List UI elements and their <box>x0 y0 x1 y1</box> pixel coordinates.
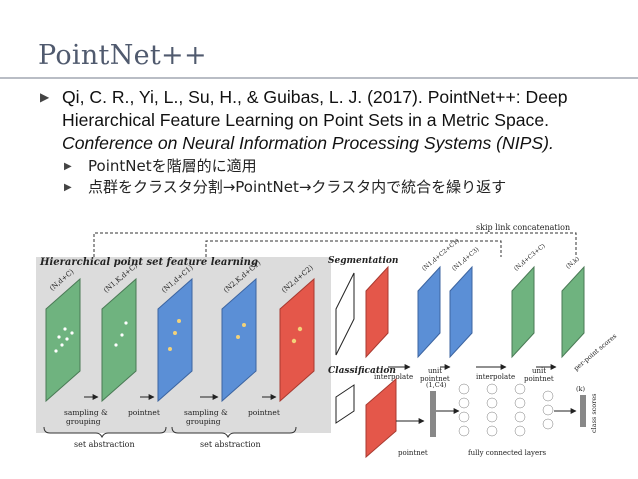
reference-line-3: Conference on Neural Information Process… <box>62 133 554 153</box>
reference-line-1: Qi, C. R., Yi, L., Su, H., & Guibas, L. … <box>62 87 568 107</box>
cls-feature-vector <box>430 391 436 437</box>
fc-network <box>458 383 554 437</box>
seg-panel-blue-2 <box>449 265 473 359</box>
skip-link-inner <box>205 240 502 257</box>
seg-interpolate-1: interpolate <box>374 373 413 381</box>
panel-input-green <box>45 277 81 403</box>
panel-blue-2 <box>221 277 257 403</box>
op-pointnet-1: pointnet <box>128 408 160 417</box>
op-pointnet-2: pointnet <box>248 408 280 417</box>
seg-label-3: (N,d+C3+C) <box>513 243 547 273</box>
segmentation-title: Segmentation <box>328 256 398 266</box>
set-abstraction-label-1: set abstraction <box>74 440 135 449</box>
seg-outline-arrow <box>335 272 355 356</box>
brace-set-abstraction-2 <box>171 426 297 439</box>
op-sampling-1a: sampling & <box>64 408 108 417</box>
fc-layers-label: fully connected layers <box>468 449 546 457</box>
pointnet-plus-plus-figure: Hierarchical point set feature learning … <box>36 221 622 463</box>
seg-unit-1b: pointnet <box>420 375 450 383</box>
op-sampling-1b: grouping <box>66 417 101 426</box>
seg-interpolate-2: interpolate <box>476 373 515 381</box>
slide-title: PointNet++ <box>38 40 207 71</box>
cls-output-vector <box>580 395 586 427</box>
sub-bullet-1: ▶ PointNetを階層的に適用 <box>38 156 628 177</box>
class-scores-label: class scores <box>590 393 598 433</box>
cls-output-label: (k) <box>576 385 585 393</box>
panel-red <box>279 277 315 403</box>
panel-grouped-green <box>101 277 137 403</box>
op-sampling-2b: grouping <box>186 417 221 426</box>
brace-set-abstraction-1 <box>43 426 167 439</box>
seg-unit-2b: pointnet <box>524 375 554 383</box>
classification-title: Classification <box>328 366 396 376</box>
title-rule <box>0 77 638 79</box>
bullet-list: ▶ Qi, C. R., Yi, L., Su, H., & Guibas, L… <box>38 86 628 198</box>
seg-label-2: (N1,d+C3) <box>451 246 481 273</box>
reference-line-2: Hierarchical Feature Learning on Point S… <box>62 110 550 130</box>
skip-link-label: skip link concatenation <box>476 223 570 232</box>
feature-dots <box>168 319 303 351</box>
seg-panel-blue-1 <box>417 265 441 359</box>
seg-panel-red <box>365 265 389 359</box>
cls-pointnet-label: pointnet <box>398 449 428 457</box>
cls-outline-arrow <box>335 384 355 424</box>
cls-feature-label: (1,C4) <box>426 381 447 389</box>
seg-unit-1a: unit <box>428 367 442 375</box>
skip-link-outer <box>93 232 577 257</box>
set-abstraction-label-2: set abstraction <box>200 440 261 449</box>
seg-panel-green-2 <box>561 265 585 359</box>
sub-bullet-1-text: PointNetを階層的に適用 <box>88 157 257 175</box>
bullet-arrow-icon: ▶ <box>40 90 50 104</box>
seg-panel-green-1 <box>511 265 535 359</box>
sub-bullet-arrow-icon: ▶ <box>64 161 72 172</box>
sub-bullet-2: ▶ 点群をクラスタ分割→PointNet→クラスタ内で統合を繰り返す <box>38 177 628 198</box>
architecture-diagram: Hierarchical point set feature learning … <box>36 223 618 459</box>
seg-unit-2a: unit <box>532 367 546 375</box>
sub-bullet-2-text: 点群をクラスタ分割→PointNet→クラスタ内で統合を繰り返す <box>88 178 507 196</box>
reference-bullet: ▶ Qi, C. R., Yi, L., Su, H., & Guibas, L… <box>38 86 628 155</box>
sub-bullet-arrow-icon: ▶ <box>64 182 72 193</box>
seg-label-4: (N,k) <box>565 255 581 270</box>
op-sampling-2a: sampling & <box>184 408 228 417</box>
cls-panel-red <box>365 377 397 459</box>
panel-blue-1 <box>157 277 193 403</box>
point-dots <box>54 321 128 353</box>
figure-title: Hierarchical point set feature learning <box>39 257 258 268</box>
